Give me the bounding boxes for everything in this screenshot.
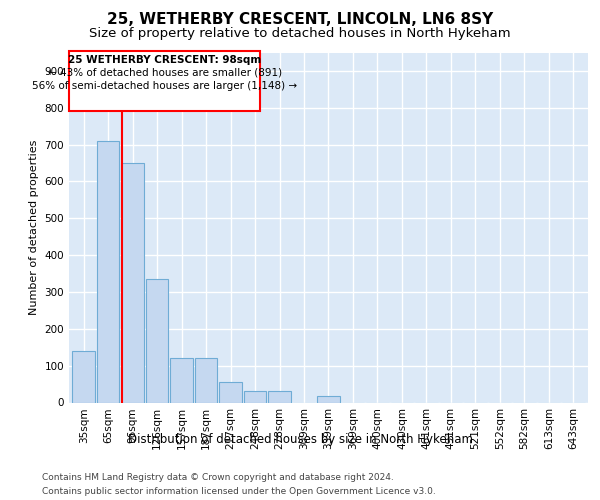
- Bar: [220, 382, 242, 402]
- Text: Contains HM Land Registry data © Crown copyright and database right 2024.: Contains HM Land Registry data © Crown c…: [42, 472, 394, 482]
- Bar: [73, 351, 95, 403]
- Text: Contains public sector information licensed under the Open Government Licence v3: Contains public sector information licen…: [42, 488, 436, 496]
- Text: 25, WETHERBY CRESCENT, LINCOLN, LN6 8SY: 25, WETHERBY CRESCENT, LINCOLN, LN6 8SY: [107, 12, 493, 28]
- Text: Distribution of detached houses by size in North Hykeham: Distribution of detached houses by size …: [128, 432, 473, 446]
- FancyBboxPatch shape: [70, 50, 260, 112]
- Bar: [170, 358, 193, 403]
- Bar: [146, 279, 169, 402]
- Text: ← 43% of detached houses are smaller (891): ← 43% of detached houses are smaller (89…: [47, 68, 282, 78]
- Bar: [268, 392, 291, 402]
- Bar: [97, 141, 119, 403]
- Bar: [317, 396, 340, 402]
- Text: 56% of semi-detached houses are larger (1,148) →: 56% of semi-detached houses are larger (…: [32, 82, 297, 92]
- Text: 25 WETHERBY CRESCENT: 98sqm: 25 WETHERBY CRESCENT: 98sqm: [68, 55, 262, 65]
- Text: Size of property relative to detached houses in North Hykeham: Size of property relative to detached ho…: [89, 28, 511, 40]
- Y-axis label: Number of detached properties: Number of detached properties: [29, 140, 39, 315]
- Bar: [244, 392, 266, 402]
- Bar: [195, 358, 217, 403]
- Bar: [121, 163, 144, 402]
